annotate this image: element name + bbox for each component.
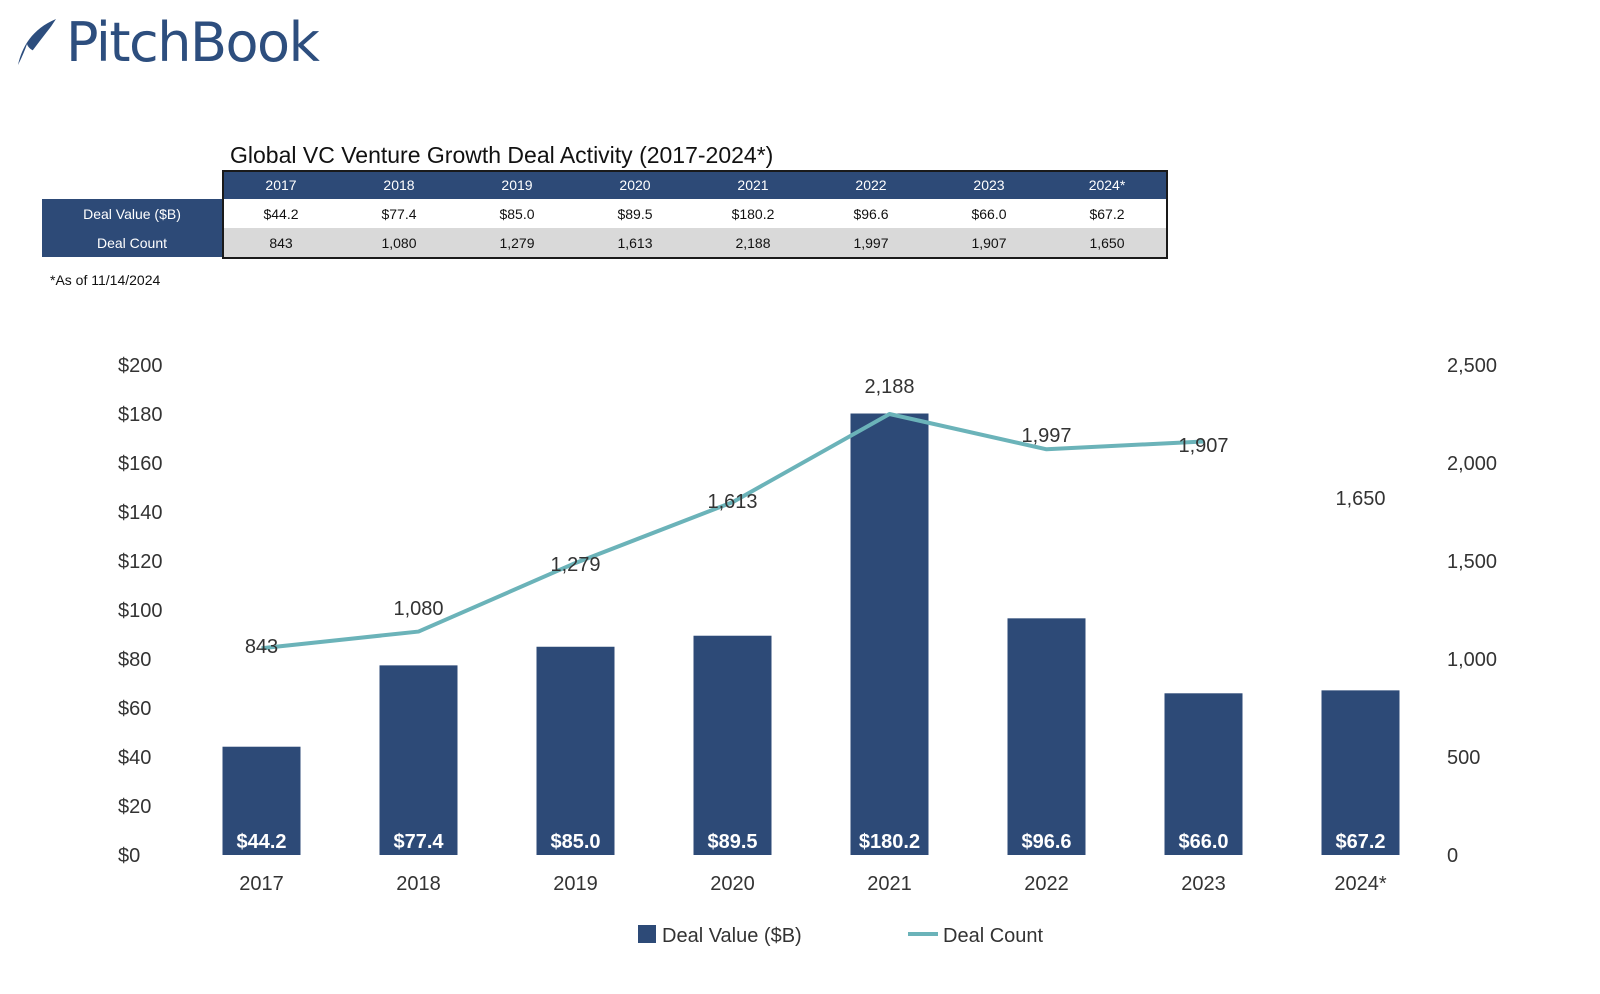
- x-tick-label: 2021: [867, 873, 912, 895]
- bar-data-label: $96.6: [1021, 831, 1071, 853]
- table-cell: $67.2: [1048, 199, 1166, 228]
- table-row: Deal Count 843 1,080 1,279 1,613 2,188 1…: [42, 228, 1166, 257]
- year-header: 2021: [694, 170, 812, 199]
- y-right-tick-label: 0: [1447, 845, 1458, 867]
- y-left-tick-label: $120: [118, 551, 163, 573]
- table-title: Global VC Venture Growth Deal Activity (…: [230, 142, 774, 168]
- y-left-tick-label: $60: [118, 698, 151, 720]
- bar-data-label: $44.2: [236, 831, 286, 853]
- footnote: *As of 11/14/2024: [50, 272, 161, 288]
- table-cell: $44.2: [222, 199, 340, 228]
- bar: [1164, 693, 1243, 855]
- y-left-tick-label: $140: [118, 502, 163, 524]
- table-row: Deal Value ($B) $44.2 $77.4 $85.0 $89.5 …: [42, 199, 1166, 228]
- table-cell: $77.4: [340, 199, 458, 228]
- bar: [536, 646, 615, 855]
- y-left-tick-label: $80: [118, 649, 151, 671]
- line-data-label: 843: [245, 636, 278, 658]
- table-cell: 1,080: [340, 228, 458, 257]
- quill-icon: [18, 19, 56, 65]
- x-tick-label: 2023: [1181, 873, 1226, 895]
- y-left-tick-label: $0: [118, 845, 140, 867]
- row-header-deal-value: Deal Value ($B): [42, 199, 222, 228]
- x-tick-label: 2020: [710, 873, 755, 895]
- table-cell: 2,188: [694, 228, 812, 257]
- y-right-tick-label: 500: [1447, 747, 1480, 769]
- table-cell: 1,997: [812, 228, 930, 257]
- y-left-tick-label: $40: [118, 747, 151, 769]
- legend-label-deal-count: Deal Count: [943, 925, 1044, 947]
- x-tick-label: 2018: [396, 873, 441, 895]
- deal-activity-table: 2017 2018 2019 2020 2021 2022 2023 2024*…: [42, 170, 1166, 257]
- line-data-label: 1,613: [707, 491, 757, 513]
- line-data-label: 1,907: [1178, 435, 1228, 457]
- x-tick-label: 2017: [239, 873, 284, 895]
- year-header: 2024*: [1048, 170, 1166, 199]
- deal-activity-chart: $0 $20 $40 $60 $80 $100 $120 $140 $160 $180 $200 0 5…: [118, 355, 1497, 947]
- table-cell: 1,279: [458, 228, 576, 257]
- bar: [379, 665, 458, 855]
- year-header: 2020: [576, 170, 694, 199]
- table-cell: $180.2: [694, 199, 812, 228]
- bar-data-label: $66.0: [1178, 831, 1228, 853]
- y-right-tick-label: 1,500: [1447, 551, 1497, 573]
- table-cell: 1,613: [576, 228, 694, 257]
- row-header-deal-count: Deal Count: [42, 228, 222, 257]
- y-left-tick-label: $20: [118, 796, 151, 818]
- year-header: 2017: [222, 170, 340, 199]
- bar-data-label: $89.5: [707, 831, 757, 853]
- line-data-label: 1,279: [550, 554, 600, 576]
- line-data-label: 1,997: [1021, 425, 1071, 447]
- bar-data-label: $85.0: [550, 831, 600, 853]
- x-tick-label: 2022: [1024, 873, 1069, 895]
- year-header: 2018: [340, 170, 458, 199]
- logo-text: PitchBook: [66, 10, 320, 74]
- table-cell: 1,650: [1048, 228, 1166, 257]
- y-left-tick-label: $100: [118, 600, 163, 622]
- table-cell: $89.5: [576, 199, 694, 228]
- year-header: 2023: [930, 170, 1048, 199]
- table-corner: [42, 170, 222, 199]
- line-data-label: 2,188: [864, 376, 914, 398]
- table-cell: 843: [222, 228, 340, 257]
- bar-data-label: $77.4: [393, 831, 444, 853]
- year-header: 2022: [812, 170, 930, 199]
- table-cell: $85.0: [458, 199, 576, 228]
- y-right-tick-label: 1,000: [1447, 649, 1497, 671]
- bar: [1007, 618, 1086, 855]
- bar: [850, 413, 929, 855]
- deal-count-line: [261, 412, 1204, 651]
- y-right-tick-label: 2,500: [1447, 355, 1497, 377]
- line-data-label: 1,080: [393, 598, 443, 620]
- bar: [222, 746, 301, 855]
- y-right-tick-label: 2,000: [1447, 453, 1497, 475]
- table-header-row: 2017 2018 2019 2020 2021 2022 2023 2024*: [42, 170, 1166, 199]
- legend-label-deal-value: Deal Value ($B): [662, 925, 802, 947]
- pitchbook-logo: PitchBook: [12, 10, 320, 74]
- table-cell: 1,907: [930, 228, 1048, 257]
- x-tick-label: 2019: [553, 873, 598, 895]
- y-left-tick-label: $160: [118, 453, 163, 475]
- table-cell: $96.6: [812, 199, 930, 228]
- bar-data-label: $67.2: [1335, 831, 1385, 853]
- bar: [693, 635, 772, 855]
- bar-data-label: $180.2: [859, 831, 920, 853]
- x-tick-label: 2024*: [1334, 873, 1386, 895]
- line-data-label: 1,650: [1335, 488, 1385, 510]
- bar: [1321, 690, 1400, 855]
- y-left-tick-label: $200: [118, 355, 163, 377]
- legend-swatch-deal-value: [638, 925, 656, 943]
- y-left-tick-label: $180: [118, 404, 163, 426]
- year-header: 2019: [458, 170, 576, 199]
- table-cell: $66.0: [930, 199, 1048, 228]
